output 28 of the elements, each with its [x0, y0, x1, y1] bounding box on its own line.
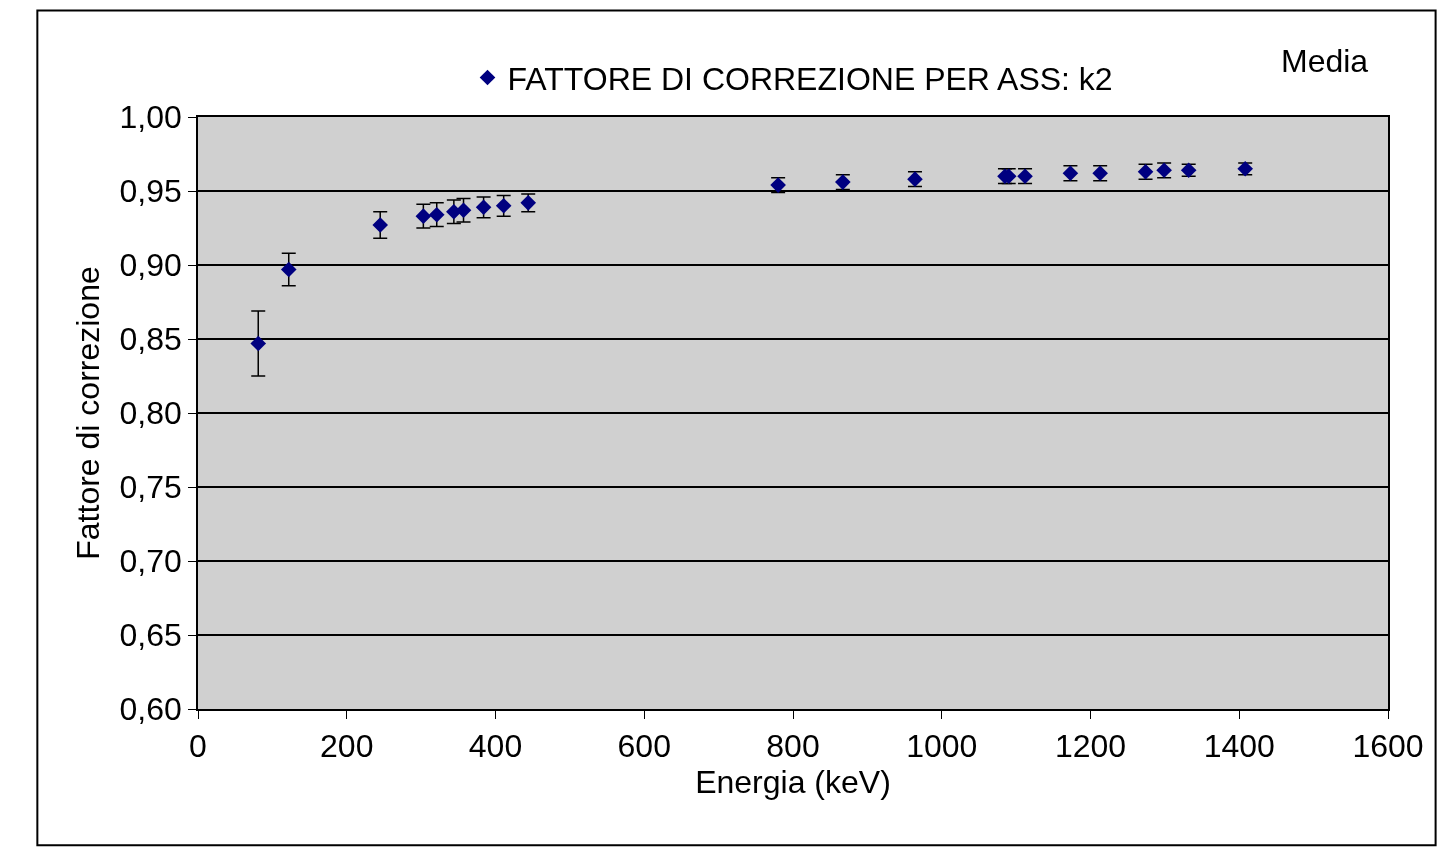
x-tick-label: 400: [468, 728, 523, 765]
x-tick-label: 1200: [1054, 728, 1127, 765]
point: [495, 198, 512, 214]
x-tick-label: 800: [766, 728, 820, 765]
x-tick-label: 0: [189, 728, 207, 765]
x-axis-title: Energia (keV): [695, 764, 891, 801]
y-tick-label: 0,75: [119, 469, 182, 506]
point: [415, 208, 432, 224]
y-tick-label: 0,60: [119, 691, 182, 728]
x-tick-label: 1400: [1203, 728, 1275, 765]
point: [280, 261, 297, 278]
y-axis-title: Fattore di correzione: [70, 266, 107, 560]
x-tick-label: 600: [617, 728, 671, 765]
x-tick-label: 1600: [1352, 728, 1424, 765]
x-tick-label: 1000: [906, 728, 978, 765]
y-tick-label: 1,00: [119, 99, 182, 136]
y-tick-label: 0,95: [119, 173, 182, 210]
x-tick-label: 200: [320, 728, 374, 765]
y-tick-label: 0,65: [119, 617, 182, 654]
y-tick-label: 0,85: [119, 321, 182, 358]
text: Media: [1281, 43, 1369, 79]
y-tick-label: 0,80: [119, 395, 182, 432]
y-tick-label: 0,90: [119, 247, 182, 284]
legend-label: FATTORE DI CORREZIONE PER ASS: k2: [507, 60, 1113, 97]
point: [428, 206, 445, 223]
point: [250, 335, 267, 352]
point: [372, 217, 389, 233]
y-tick-label: 0,70: [119, 543, 182, 580]
